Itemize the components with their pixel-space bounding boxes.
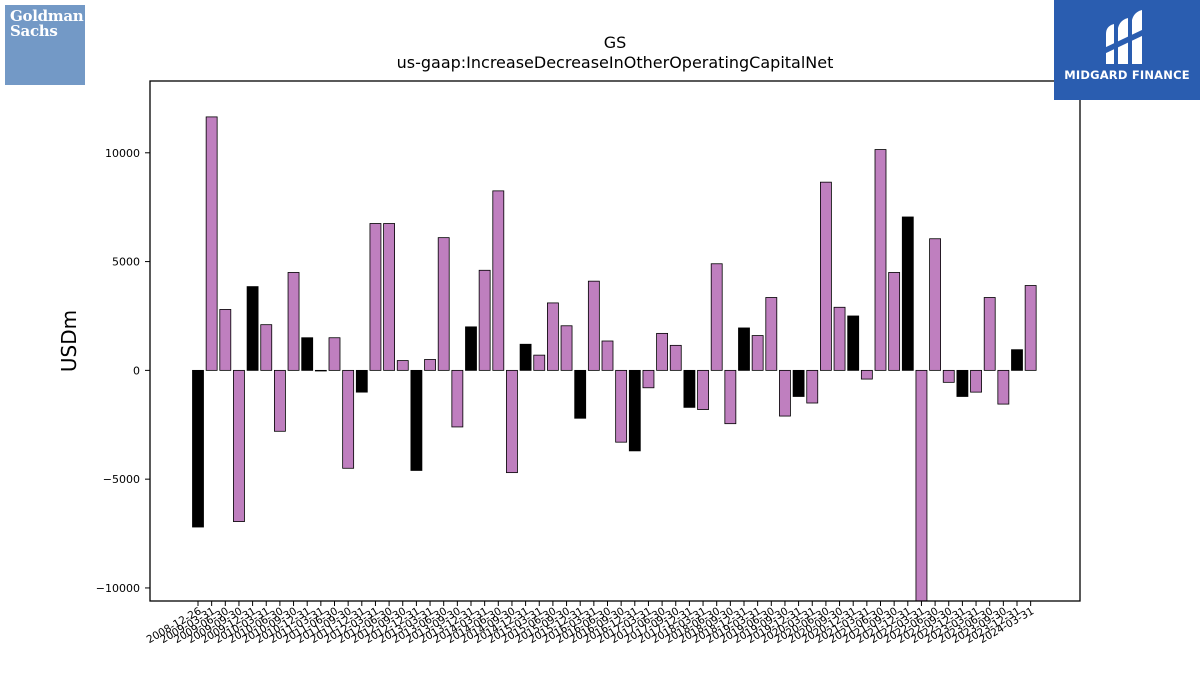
bar-2016-06-30	[601, 340, 614, 371]
bar-2021-12-31	[901, 216, 914, 371]
bar-2022-12-31	[956, 369, 969, 397]
bar-2012-09-30	[396, 360, 409, 371]
bar-2016-12-31	[628, 369, 641, 452]
bar-2022-09-30	[942, 369, 955, 383]
bar-2013-09-30	[451, 369, 464, 428]
bar-2014-12-31	[519, 343, 532, 371]
bar-2023-06-30	[983, 297, 996, 371]
bar-2021-03-31	[860, 369, 873, 380]
bar-2011-09-30	[342, 369, 355, 469]
chart-title: GS	[604, 33, 627, 52]
bar-2015-12-31	[574, 369, 587, 419]
bar-2009-12-31	[246, 286, 259, 371]
midgard-finance-logo-text: MIDGARD FINANCE	[1064, 68, 1190, 82]
y-tick-label: 0	[133, 364, 140, 377]
bar-2009-06-30	[219, 309, 232, 371]
bar-2019-12-31	[792, 369, 805, 397]
midgard-finance-logo: MIDGARD FINANCE	[1054, 0, 1200, 100]
plot-frame	[149, 80, 1081, 602]
bar-2020-03-31	[806, 369, 819, 404]
bar-2012-12-31	[410, 369, 423, 471]
bar-2024-03-31	[1024, 285, 1037, 371]
bar-2011-12-31	[355, 369, 368, 393]
bar-2014-03-31	[478, 269, 491, 371]
bar-2020-09-30	[833, 306, 846, 371]
bar-2010-09-30	[287, 272, 300, 371]
y-tick-label: 10000	[105, 147, 140, 160]
bar-2013-06-30	[437, 237, 450, 371]
bar-2018-03-31	[697, 369, 709, 410]
bar-2015-03-31	[533, 354, 546, 371]
bar-2016-03-31	[587, 280, 600, 371]
bar-2019-06-30	[765, 297, 778, 371]
bar-2013-12-31	[465, 326, 477, 371]
bar-2017-09-30	[669, 344, 682, 371]
bar-2012-06-30	[383, 223, 396, 371]
goldman-sachs-logo: Goldman Sachs	[5, 5, 85, 85]
bar-2023-03-31	[970, 369, 982, 393]
bar-2015-06-30	[547, 302, 559, 371]
bar-2009-09-30	[233, 369, 245, 522]
chart-subtitle: us-gaap:IncreaseDecreaseInOtherOperating…	[397, 53, 834, 72]
bar-2018-09-30	[724, 369, 737, 425]
bar-2017-12-31	[683, 369, 696, 408]
bar-2018-12-31	[738, 327, 750, 371]
y-tick-label: −10000	[96, 582, 140, 595]
y-tick-label: 5000	[112, 256, 140, 269]
bar-2018-06-30	[710, 263, 723, 371]
bar-2011-06-30	[328, 337, 341, 371]
y-tick-label: −5000	[103, 473, 140, 486]
bar-2010-12-31	[301, 337, 314, 371]
bars-group	[192, 116, 1037, 602]
bar-2010-06-30	[273, 369, 286, 432]
bar-2017-06-30	[656, 332, 668, 371]
bar-2021-06-30	[874, 149, 887, 371]
y-axis-label: USDm	[57, 310, 81, 372]
bar-2023-12-31	[1011, 349, 1023, 371]
bar-2009-03-31	[205, 116, 218, 371]
bar-2022-03-31	[915, 369, 928, 602]
bar-2015-09-30	[560, 325, 573, 371]
bar-2019-03-31	[751, 335, 764, 371]
bar-2020-06-30	[820, 181, 832, 371]
bar-2014-09-30	[506, 369, 518, 474]
midgard-mark-icon	[1104, 10, 1146, 64]
bar-2020-12-31	[847, 315, 860, 371]
bar-2008-12-26	[192, 369, 204, 528]
goldman-sachs-logo-text: Goldman Sachs	[10, 7, 84, 40]
bar-2011-03-31	[314, 369, 327, 372]
bar-2022-06-30	[929, 238, 941, 371]
bar-2021-09-30	[888, 272, 901, 371]
bar-2012-03-31	[369, 223, 382, 371]
bar-2013-03-31	[424, 359, 436, 371]
bar-2016-09-30	[615, 369, 628, 443]
bar-2014-06-30	[492, 190, 505, 371]
bar-2010-03-31	[260, 324, 273, 371]
x-axis: 2008-12-262009-03-312009-06-302009-09-30…	[145, 601, 1036, 646]
y-axis: −10000 −5000 0 5000 10000	[96, 147, 150, 595]
bar-2023-09-30	[997, 369, 1010, 405]
bar-2019-09-30	[779, 369, 791, 417]
bar-2017-03-31	[642, 369, 655, 389]
